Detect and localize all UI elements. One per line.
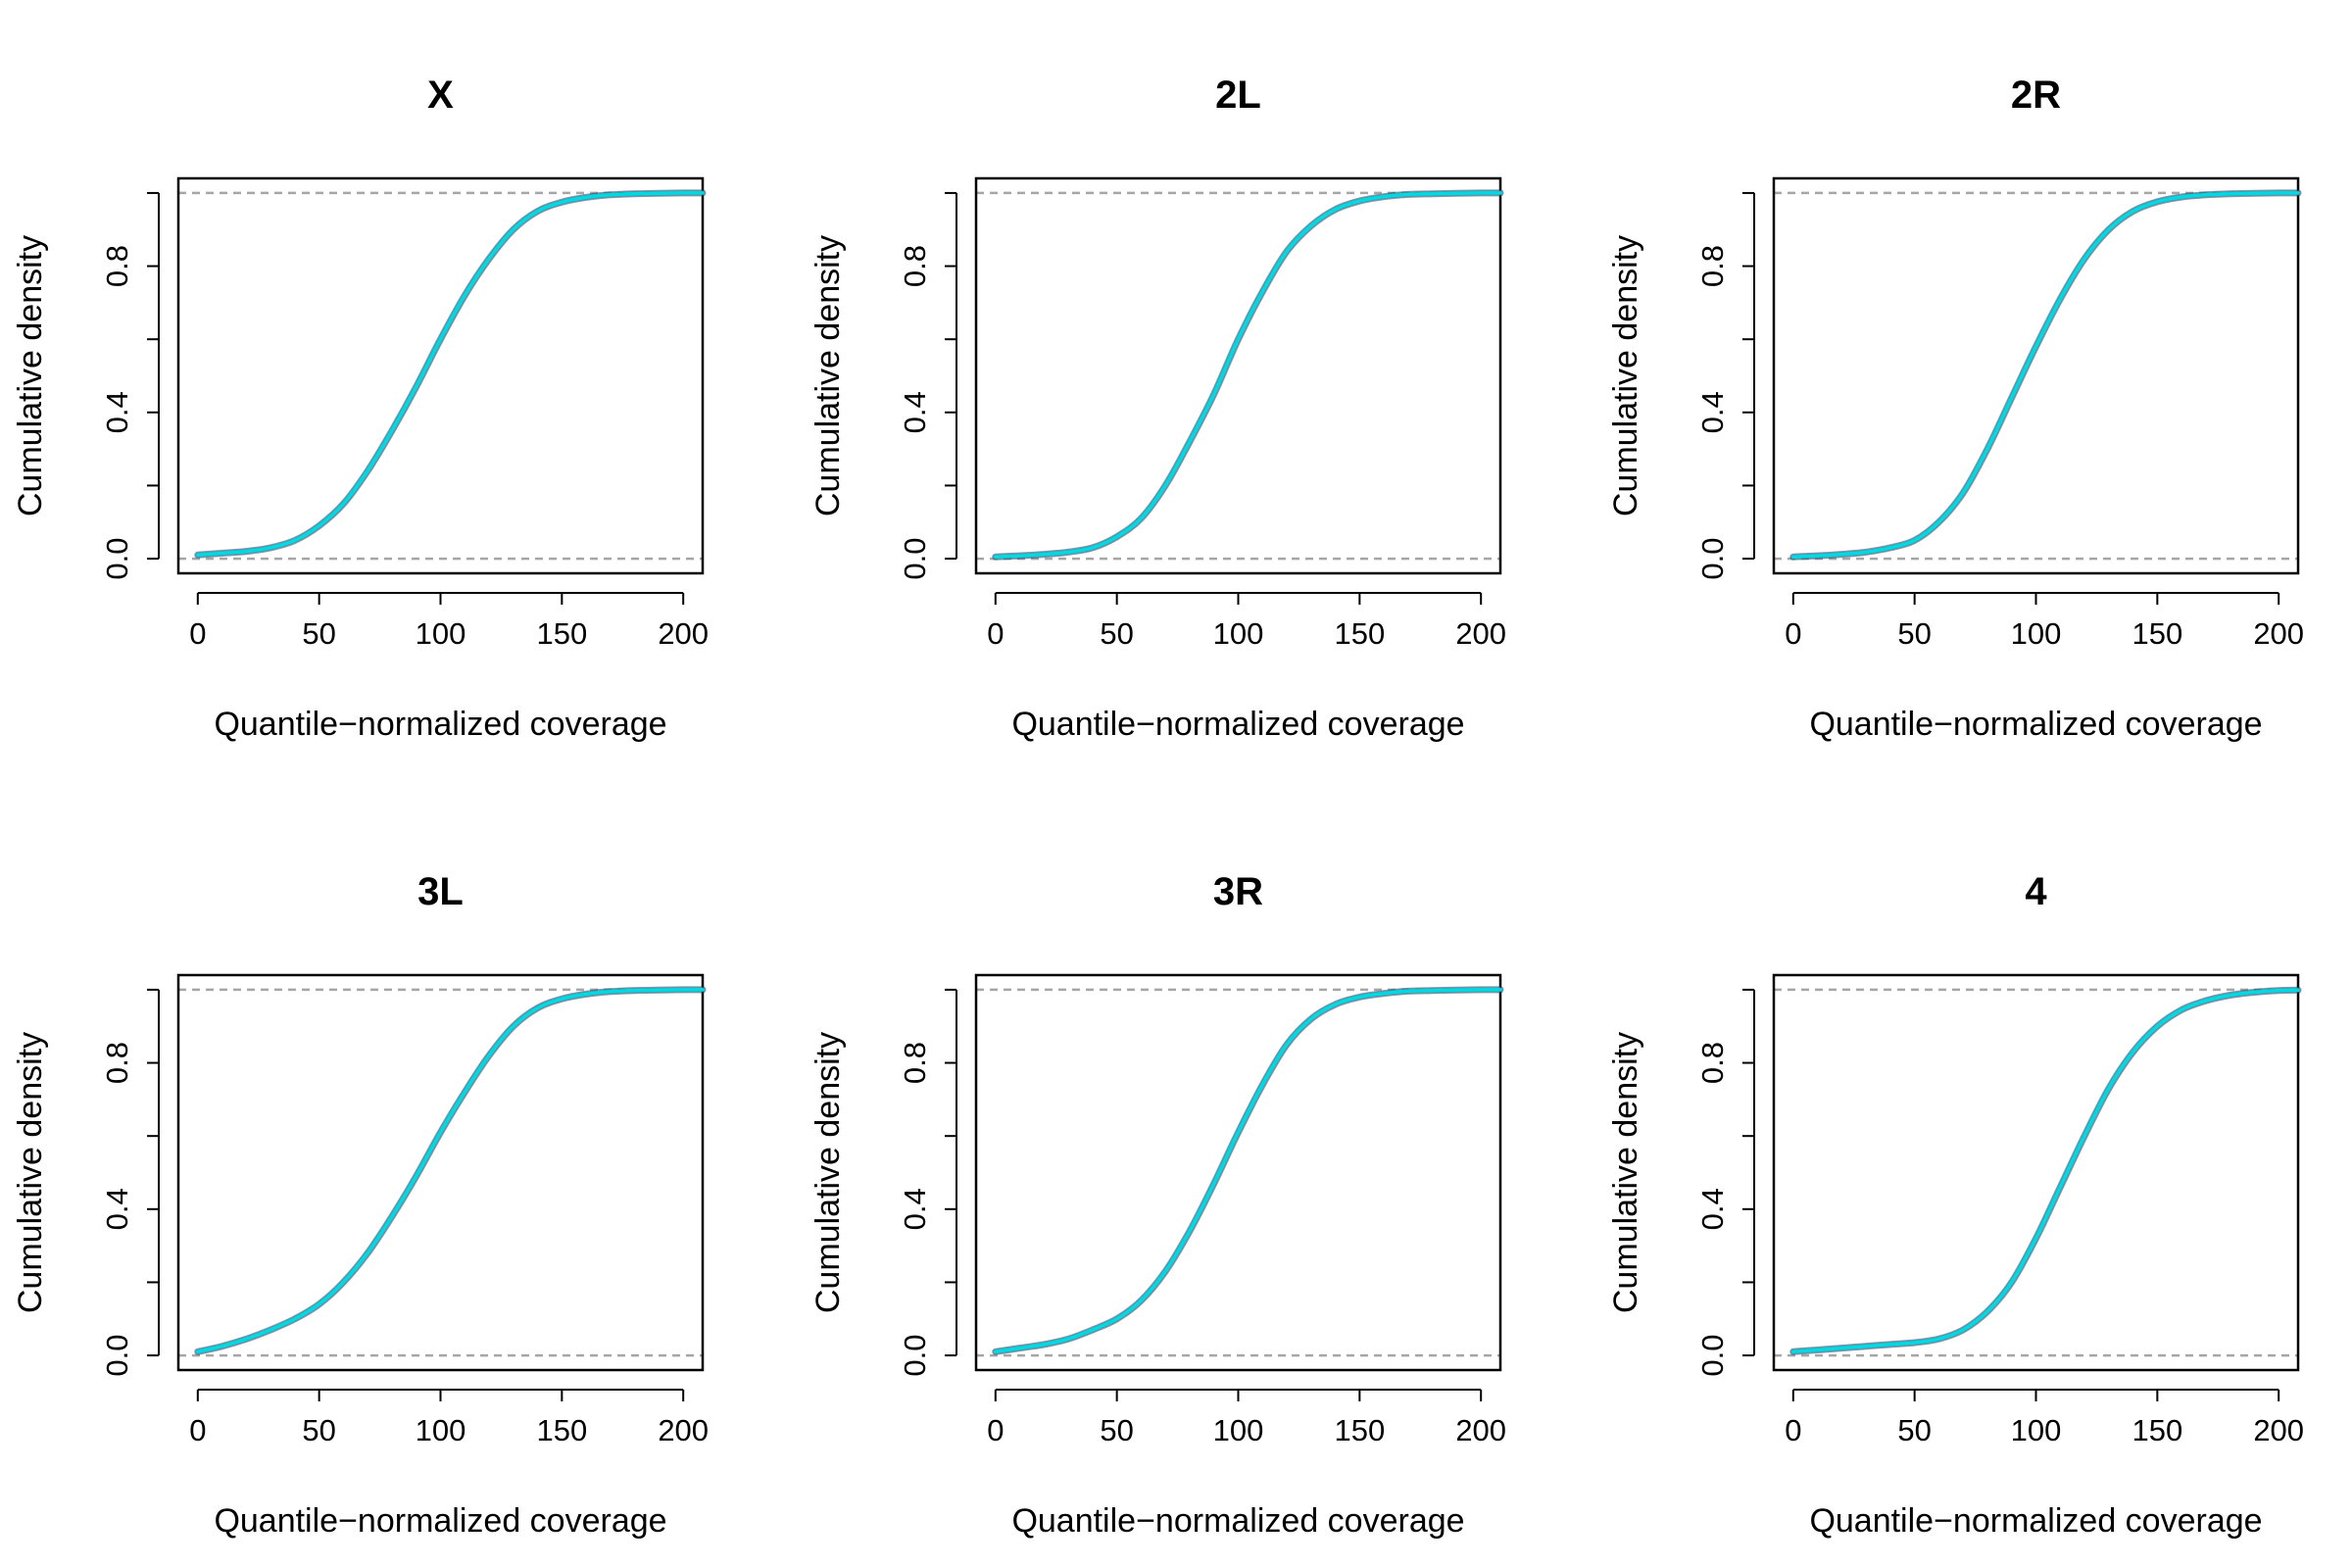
y-tick-label: 0.0	[100, 1335, 134, 1377]
x-tick-label: 200	[658, 1413, 709, 1447]
x-tick-label: 50	[1100, 616, 1133, 651]
x-tick-label: 150	[536, 616, 587, 651]
x-tick-label: 100	[2011, 616, 2062, 651]
y-axis-label: Cumulative density	[1607, 235, 1644, 516]
cdf-curve	[1791, 988, 2300, 1354]
y-axis-label: Cumulative density	[12, 235, 49, 516]
plot-frame	[176, 176, 705, 575]
panel-2: 2R 0 50 100 150 200 Quantile−normalized covera…	[1607, 74, 2304, 743]
x-tick-label: 100	[416, 1413, 466, 1447]
plot-frame	[1772, 176, 2300, 575]
curve-shadow	[992, 986, 1504, 1355]
plot-frame	[1772, 973, 2300, 1372]
panel-title: 3R	[1213, 870, 1263, 913]
panel-0: X 0 50 100 150 200 Quantile−normalized coverag…	[12, 74, 709, 743]
plot-frame	[974, 973, 1502, 1372]
x-tick-label: 150	[1334, 1413, 1385, 1447]
x-axis-label: Quantile−normalized coverage	[214, 1502, 666, 1540]
y-tick-label: 0.4	[100, 391, 134, 433]
x-tick-label: 0	[1785, 1413, 1801, 1447]
cdf-curve	[196, 988, 705, 1354]
x-tick-label: 100	[2011, 1413, 2062, 1447]
x-tick-label: 50	[1897, 616, 1931, 651]
x-tick-label: 150	[1334, 616, 1385, 651]
y-tick-label: 0.4	[898, 391, 932, 433]
x-tick-label: 0	[189, 1413, 206, 1447]
panel-title: 2R	[2011, 74, 2061, 117]
x-tick-label: 50	[302, 616, 335, 651]
x-tick-label: 100	[1213, 616, 1264, 651]
curve-underlay	[195, 190, 706, 558]
x-tick-label: 150	[2132, 1413, 2182, 1447]
curve-shadow	[1789, 189, 2302, 561]
cdf-curve	[994, 191, 1502, 559]
x-tick-label: 200	[2253, 616, 2304, 651]
y-tick-label: 0.4	[1695, 1188, 1730, 1230]
y-axis-label: Cumulative density	[12, 1032, 49, 1313]
x-tick-label: 200	[1455, 616, 1506, 651]
y-tick-label: 0.4	[100, 1188, 134, 1230]
curve-underlay	[1790, 987, 2301, 1354]
curve-underlay	[993, 190, 1503, 560]
y-tick-label: 0.8	[898, 245, 932, 287]
curve-shadow	[194, 189, 707, 559]
y-tick-label: 0.8	[1695, 1042, 1730, 1084]
y-tick-label: 0.0	[898, 1335, 932, 1377]
y-axis-label: Cumulative density	[809, 235, 847, 516]
x-axis-label: Quantile−normalized coverage	[1011, 1502, 1464, 1540]
y-tick-label: 0.8	[100, 1042, 134, 1084]
curve-shadow	[1789, 986, 2302, 1355]
curve-shadow	[992, 189, 1504, 561]
panel-4: 3R 0 50 100 150 200 Quantile−normalized covera…	[809, 870, 1506, 1540]
panel-3: 3L 0 50 100 150 200 Quantile−normalized covera…	[12, 870, 709, 1540]
x-tick-label: 50	[302, 1413, 335, 1447]
y-tick-label: 0.0	[100, 538, 134, 580]
panel-title: 4	[2025, 870, 2047, 913]
x-tick-label: 100	[416, 616, 466, 651]
x-tick-label: 0	[189, 616, 206, 651]
x-axis-label: Quantile−normalized coverage	[214, 706, 666, 743]
curve-underlay	[993, 987, 1503, 1354]
y-tick-label: 0.0	[1695, 538, 1730, 580]
curve-underlay	[195, 987, 706, 1354]
panel-title: X	[427, 74, 454, 117]
plot-frame	[974, 176, 1502, 575]
y-tick-label: 0.8	[898, 1042, 932, 1084]
y-tick-label: 0.0	[1695, 1335, 1730, 1377]
cdf-curve	[1791, 191, 2300, 559]
x-tick-label: 200	[1455, 1413, 1506, 1447]
x-tick-label: 0	[987, 1413, 1004, 1447]
plot-frame	[176, 973, 705, 1372]
panel-1: 2L 0 50 100 150 200 Quantile−normalized covera…	[809, 74, 1506, 743]
x-tick-label: 200	[658, 616, 709, 651]
y-tick-label: 0.8	[1695, 245, 1730, 287]
x-tick-label: 150	[536, 1413, 587, 1447]
x-tick-label: 100	[1213, 1413, 1264, 1447]
panel-title: 3L	[417, 870, 464, 913]
x-tick-label: 0	[1785, 616, 1801, 651]
x-tick-label: 50	[1100, 1413, 1133, 1447]
y-tick-label: 0.0	[898, 538, 932, 580]
y-tick-label: 0.8	[100, 245, 134, 287]
y-tick-label: 0.4	[1695, 391, 1730, 433]
y-axis-label: Cumulative density	[809, 1032, 847, 1313]
panel-5: 4 0 50 100 150 200 Quantile−normalized coverag…	[1607, 870, 2304, 1540]
x-tick-label: 0	[987, 616, 1004, 651]
x-tick-label: 150	[2132, 616, 2182, 651]
x-axis-label: Quantile−normalized coverage	[1011, 706, 1464, 743]
curve-shadow	[194, 986, 707, 1355]
x-axis-label: Quantile−normalized coverage	[1809, 706, 2262, 743]
cdf-curve	[196, 191, 705, 558]
y-tick-label: 0.4	[898, 1188, 932, 1230]
panel-title: 2L	[1215, 74, 1261, 117]
x-tick-label: 50	[1897, 1413, 1931, 1447]
x-tick-label: 200	[2253, 1413, 2304, 1447]
y-axis-label: Cumulative density	[1607, 1032, 1644, 1313]
curve-underlay	[1790, 190, 2301, 560]
cdf-curve	[994, 988, 1502, 1354]
x-axis-label: Quantile−normalized coverage	[1809, 1502, 2262, 1540]
